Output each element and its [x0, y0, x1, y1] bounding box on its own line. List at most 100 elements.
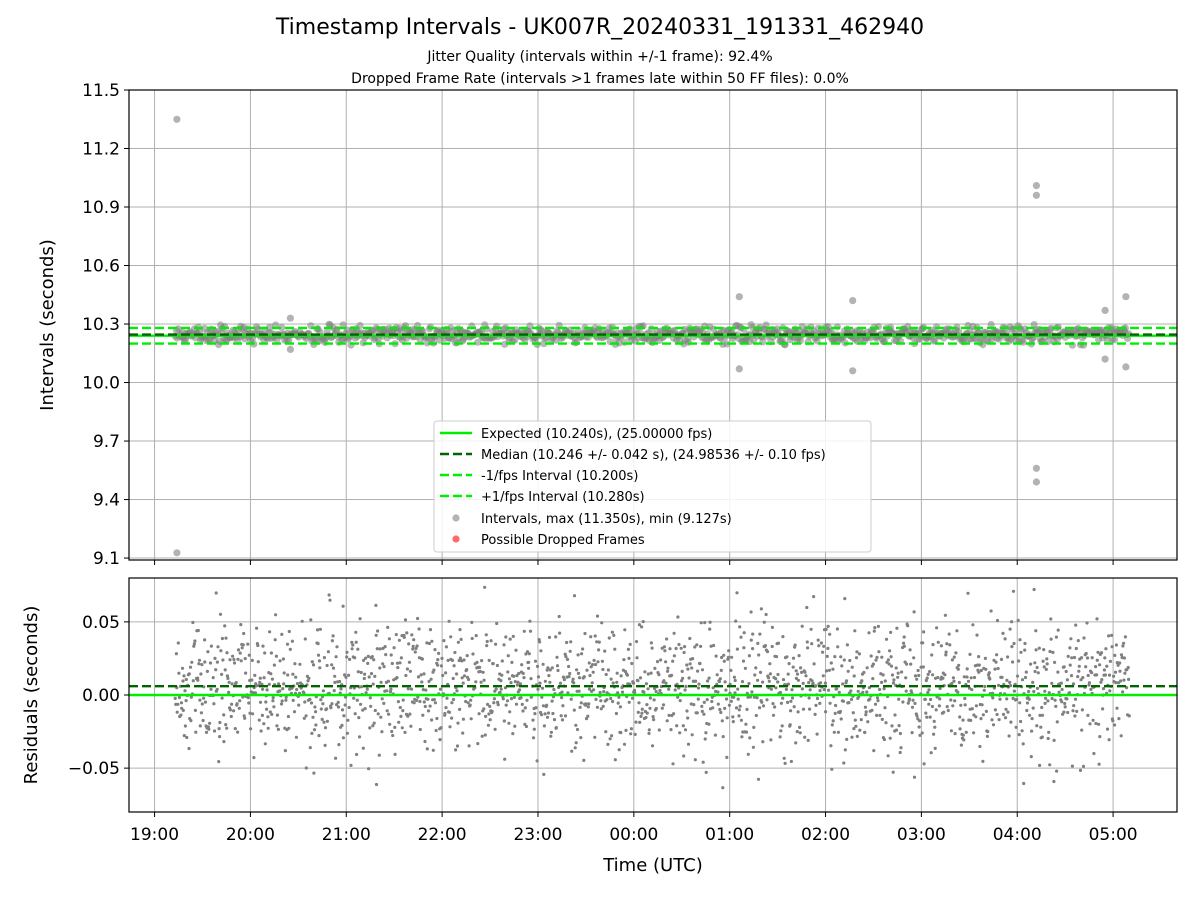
residual-point: [389, 687, 393, 691]
residual-point: [882, 687, 886, 691]
residual-point: [984, 667, 988, 671]
residual-point: [291, 698, 295, 703]
residual-point: [1113, 653, 1117, 658]
residual-point: [740, 680, 745, 684]
residual-point: [1045, 662, 1049, 666]
residual-point: [676, 695, 680, 699]
interval-point: [339, 321, 347, 329]
residual-point: [408, 712, 412, 716]
residual-point: [261, 687, 265, 691]
residual-point: [353, 712, 357, 716]
residual-point: [981, 759, 985, 764]
residual-point: [309, 618, 313, 622]
residual-point: [520, 663, 524, 667]
residual-point: [1034, 629, 1038, 633]
residual-point: [283, 749, 287, 753]
residual-point: [891, 681, 896, 685]
residual-point: [933, 725, 937, 729]
residual-point: [402, 635, 406, 640]
residual-point: [263, 742, 267, 746]
residual-point: [413, 650, 417, 654]
residual-point: [287, 629, 291, 634]
interval-point: [1111, 336, 1119, 344]
residual-point: [330, 663, 334, 667]
residual-point: [966, 591, 970, 595]
residual-point: [747, 654, 752, 658]
residual-point: [572, 681, 576, 685]
residual-point: [855, 734, 859, 739]
residual-point: [568, 649, 572, 653]
residual-point: [1025, 701, 1030, 705]
residual-point: [982, 688, 986, 692]
interval-outlier-point: [1101, 355, 1109, 363]
residual-point: [677, 642, 681, 647]
residual-point: [938, 697, 942, 701]
residual-point: [841, 682, 845, 686]
residual-point: [485, 639, 489, 644]
residual-point: [395, 676, 399, 680]
residual-point: [378, 647, 382, 651]
residual-point: [306, 679, 310, 683]
residual-point: [826, 624, 830, 629]
residual-point: [872, 749, 876, 753]
residual-point: [864, 713, 868, 717]
residual-point: [348, 657, 352, 662]
residual-point: [645, 703, 649, 707]
residual-point: [830, 723, 834, 727]
residual-point: [1006, 710, 1010, 714]
residual-point: [416, 616, 420, 621]
residual-point: [521, 671, 525, 676]
residual-point: [974, 715, 978, 719]
residual-point: [390, 661, 394, 666]
x-tick-label: 00:00: [609, 825, 658, 845]
residual-point: [682, 650, 686, 655]
residual-point: [616, 691, 620, 695]
residual-point: [702, 700, 706, 705]
residual-point: [921, 665, 925, 669]
residual-point: [910, 731, 914, 735]
residual-point: [345, 731, 349, 735]
residual-point: [898, 750, 902, 755]
residual-point: [294, 735, 298, 739]
residual-point: [392, 646, 396, 650]
residual-point: [734, 706, 739, 710]
residual-point: [1075, 709, 1079, 714]
residual-point: [829, 744, 833, 748]
residual-point: [211, 676, 215, 680]
residual-point: [428, 628, 433, 632]
residual-point: [449, 635, 453, 639]
residual-point: [824, 710, 828, 714]
residual-point: [464, 699, 468, 704]
residual-point: [177, 695, 181, 700]
residual-point: [1099, 680, 1103, 684]
residual-point: [349, 763, 353, 768]
residual-point: [766, 676, 771, 680]
residual-point: [874, 658, 878, 662]
residual-point: [193, 639, 197, 643]
residual-point: [768, 672, 773, 676]
residual-point: [209, 644, 213, 648]
residual-point: [678, 731, 682, 735]
residual-point: [1050, 681, 1054, 686]
residual-point: [298, 662, 302, 666]
residual-point: [963, 703, 967, 707]
residual-point: [951, 704, 955, 708]
residual-point: [439, 726, 443, 730]
residual-point: [407, 660, 411, 664]
residual-point: [342, 714, 346, 718]
interval-outlier-point: [286, 345, 294, 353]
residual-point: [883, 706, 887, 710]
residual-point: [1090, 671, 1094, 675]
y-tick-label-bottom: −0.05: [68, 759, 120, 779]
residual-point: [258, 700, 263, 704]
residual-point: [316, 628, 320, 632]
residual-point: [586, 705, 590, 709]
residual-point: [1103, 656, 1107, 660]
residual-point: [266, 726, 270, 730]
residual-point: [760, 700, 764, 704]
residual-point: [313, 705, 317, 709]
residual-point: [450, 658, 454, 663]
residual-point: [350, 647, 354, 651]
residual-point: [373, 708, 377, 713]
x-tick-label: 21:00: [322, 825, 371, 845]
